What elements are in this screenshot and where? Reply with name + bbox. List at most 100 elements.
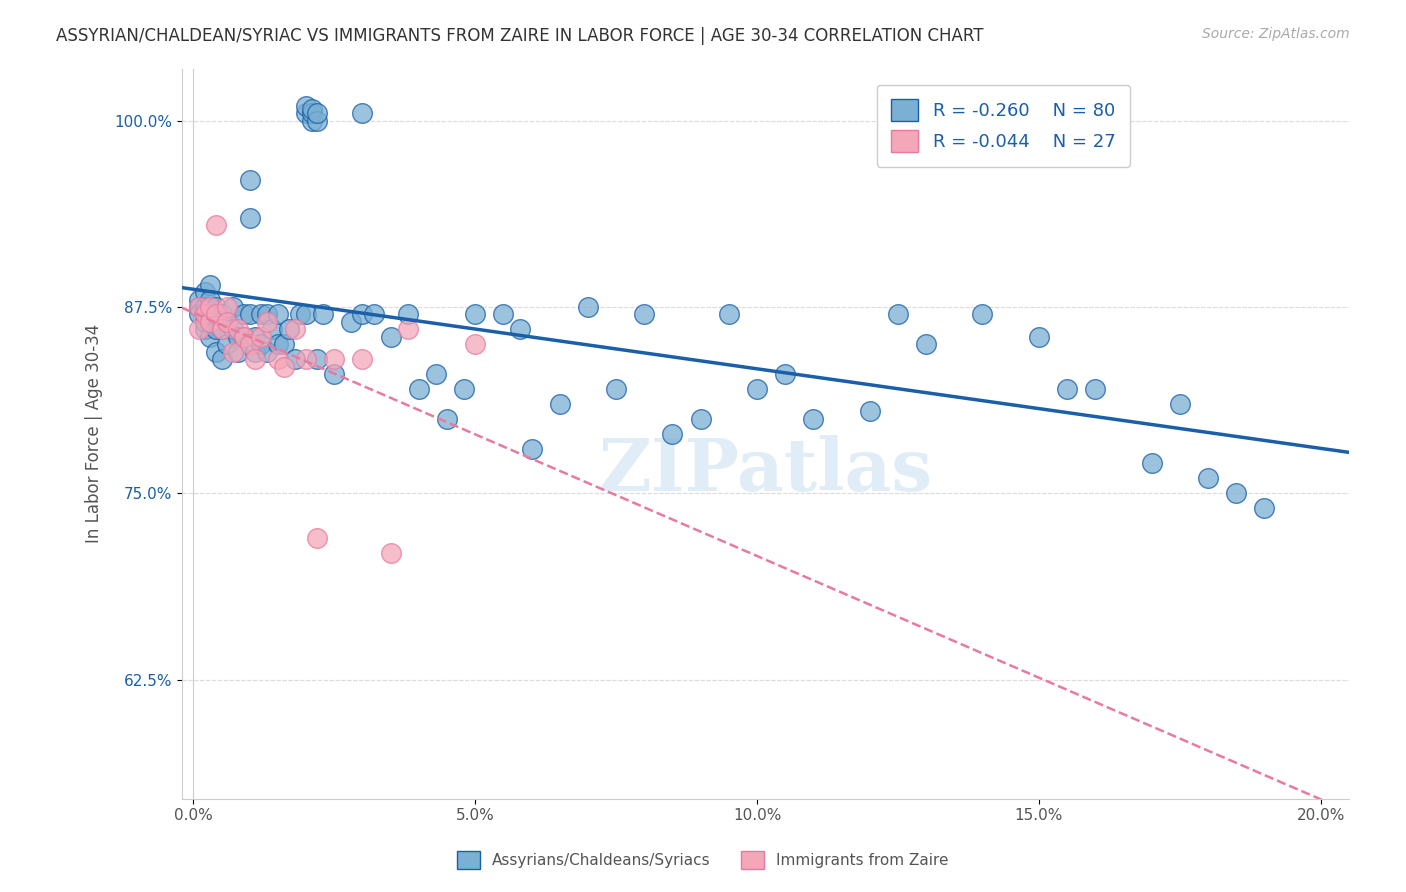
Point [211,322,233,336]
Point [408,382,430,396]
Point [425,367,447,381]
Point [188,300,211,314]
Point [284,352,307,367]
Point [211,322,233,336]
Point [745,382,768,396]
Point [250,307,273,321]
Point [217,315,239,329]
Point [1253,501,1275,516]
Point [250,330,273,344]
Point [464,337,486,351]
Point [605,382,627,396]
Point [200,315,222,329]
Point [380,330,402,344]
Point [217,337,239,351]
Point [256,307,278,321]
Point [200,277,222,292]
Point [1084,382,1107,396]
Point [239,211,262,225]
Point [205,344,228,359]
Point [633,307,655,321]
Point [188,322,211,336]
Point [211,352,233,367]
Point [205,300,228,314]
Point [194,307,217,321]
Point [1168,397,1191,411]
Point [887,307,910,321]
Point [301,106,323,120]
Point [453,382,475,396]
Point [290,307,312,321]
Point [205,218,228,232]
Point [396,307,419,321]
Point [340,315,363,329]
Point [803,411,825,425]
Point [773,367,796,381]
Point [689,411,711,425]
Point [284,322,307,336]
Point [380,546,402,560]
Point [256,344,278,359]
Text: ASSYRIAN/CHALDEAN/SYRIAC VS IMMIGRANTS FROM ZAIRE IN LABOR FORCE | AGE 30-34 COR: ASSYRIAN/CHALDEAN/SYRIAC VS IMMIGRANTS F… [56,27,984,45]
Point [200,300,222,314]
Point [200,315,222,329]
Point [1028,330,1050,344]
Point [312,307,335,321]
Point [717,307,740,321]
Point [245,352,267,367]
Point [661,426,683,441]
Point [307,531,329,545]
Point [295,307,318,321]
Point [859,404,882,418]
Point [205,322,228,336]
Point [250,337,273,351]
Point [520,442,543,456]
Point [278,322,301,336]
Point [301,113,323,128]
Point [256,315,278,329]
Point [211,307,233,321]
Point [1197,471,1219,485]
Point [217,315,239,329]
Point [915,337,938,351]
Point [194,300,217,314]
Point [233,330,256,344]
Point [194,322,217,336]
Point [194,315,217,329]
Y-axis label: In Labor Force | Age 30-34: In Labor Force | Age 30-34 [86,324,103,543]
Point [217,300,239,314]
Point [245,330,267,344]
Point [307,352,329,367]
Point [396,322,419,336]
Point [301,102,323,116]
Point [200,330,222,344]
Point [267,307,290,321]
Point [222,344,245,359]
Point [239,337,262,351]
Point [464,307,486,321]
Legend: R = -0.260    N = 80, R = -0.044    N = 27: R = -0.260 N = 80, R = -0.044 N = 27 [876,85,1130,167]
Point [307,106,329,120]
Point [509,322,531,336]
Point [576,300,599,314]
Point [194,285,217,299]
Point [1140,457,1163,471]
Point [222,300,245,314]
Point [352,106,374,120]
Point [295,99,318,113]
Point [200,293,222,307]
Text: Source: ZipAtlas.com: Source: ZipAtlas.com [1202,27,1350,41]
Point [239,173,262,187]
Point [273,337,295,351]
Point [228,344,250,359]
Point [548,397,571,411]
Point [233,330,256,344]
Point [205,307,228,321]
Point [352,307,374,321]
Point [233,307,256,321]
Text: ZIPatlas: ZIPatlas [599,434,932,506]
Point [267,337,290,351]
Point [436,411,458,425]
Point [222,322,245,336]
Point [228,330,250,344]
